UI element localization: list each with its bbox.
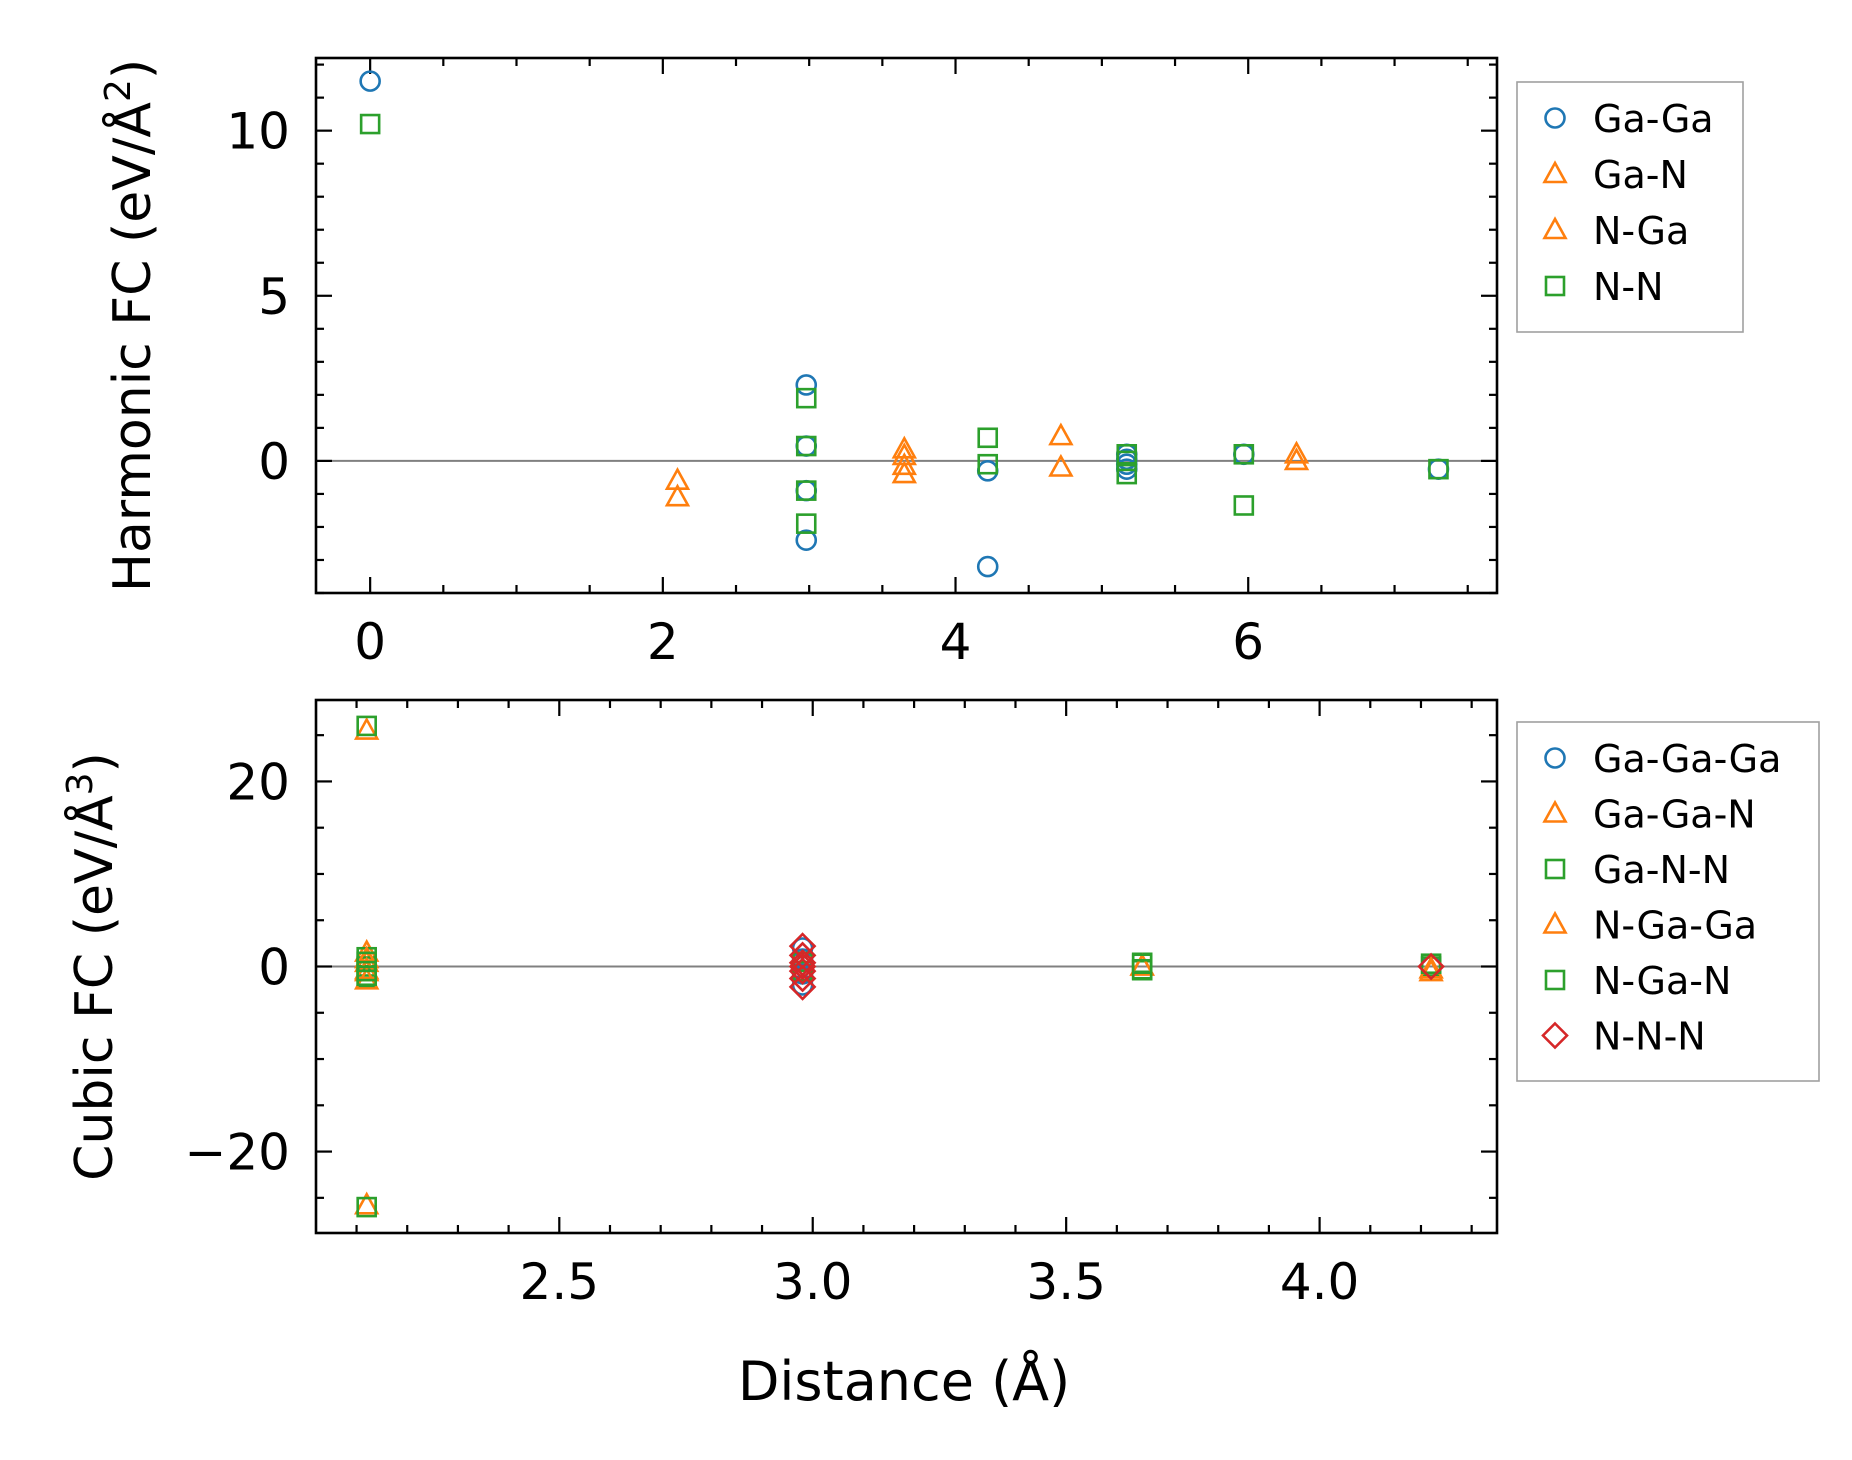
data-point — [795, 529, 818, 551]
legend-label: N-Ga — [1593, 209, 1689, 253]
data-point — [795, 513, 817, 534]
data-point — [788, 952, 817, 981]
x-axis-label: Distance (Å) — [738, 1349, 1070, 1413]
data-point — [356, 1196, 377, 1218]
legend-marker — [1542, 799, 1568, 823]
data-point — [1428, 458, 1449, 480]
y-tick-label: 0 — [258, 433, 290, 491]
y-tick-label: 5 — [258, 268, 290, 326]
data-point — [795, 435, 817, 457]
legend-label: Ga-Ga-Ga — [1593, 737, 1781, 781]
legend-marker — [1544, 969, 1566, 991]
axes-frame — [314, 698, 1499, 1235]
data-point — [353, 956, 380, 980]
legend: Ga-Ga Ga-N N-Ga N-N — [1516, 81, 1744, 333]
x-tick-label: 3.5 — [1026, 1253, 1106, 1311]
x-tick-label: 6 — [1232, 613, 1264, 671]
y-axis-label: Harmonic FC (eV/Å2) — [98, 59, 163, 592]
legend: Ga-Ga-Ga Ga-Ga-N Ga-N-N N-Ga-Ga N-Ga-N N-N-N — [1516, 721, 1820, 1082]
legend-label: N-N-N — [1593, 1015, 1706, 1059]
legend-label: N-Ga-N — [1593, 959, 1731, 1003]
data-point — [1131, 958, 1153, 980]
data-point — [359, 70, 381, 92]
legend-marker — [1541, 1021, 1569, 1050]
x-tick-label: 2 — [647, 613, 679, 671]
y-tick-label: −20 — [184, 1124, 290, 1182]
data-point — [976, 555, 999, 578]
legend-marker — [1544, 275, 1566, 297]
data-points — [359, 70, 1450, 578]
data-point — [353, 1191, 380, 1215]
legend-marker — [1544, 747, 1566, 769]
data-point — [795, 480, 817, 501]
data-point — [788, 973, 817, 1001]
legend-marker — [1542, 160, 1568, 184]
data-point — [1233, 495, 1255, 516]
legend-label: Ga-Ga-N — [1593, 793, 1756, 837]
legend-marker — [1544, 858, 1566, 880]
data-point — [977, 453, 999, 475]
data-point — [1417, 952, 1445, 981]
data-point — [1116, 450, 1138, 472]
y-tick-label: 10 — [226, 103, 290, 161]
data-point — [1116, 463, 1138, 485]
data-point — [353, 716, 380, 740]
x-tick-label: 0 — [354, 613, 386, 671]
data-point — [356, 715, 377, 737]
legend-marker — [1542, 910, 1568, 934]
legend-marker — [1544, 107, 1566, 129]
data-point — [977, 427, 999, 449]
data-point — [664, 483, 691, 507]
legend-box — [1516, 81, 1744, 333]
legend-label: Ga-N-N — [1593, 848, 1730, 892]
series-n-ga — [664, 442, 1310, 507]
harmonic-fc-panel: 0 2 4 6 0 5 10 Harmonic FC (eV/Å2) Ga-Ga Ga-N N-Ga… — [98, 56, 1744, 671]
data-point — [788, 957, 817, 985]
x-tick-label: 3.0 — [773, 1253, 853, 1311]
series-n-n-n — [788, 932, 1445, 1001]
data-point — [1048, 453, 1074, 477]
data-point — [1048, 422, 1074, 446]
axes-frame — [314, 56, 1499, 595]
legend-marker — [1542, 216, 1568, 240]
legend-label: N-N — [1593, 265, 1664, 309]
y-axis-label: Cubic FC (eV/Å3) — [60, 752, 125, 1181]
series-n-n — [359, 113, 1449, 534]
y-tick-label: 0 — [258, 939, 290, 997]
x-tick-label: 2.5 — [520, 1253, 600, 1311]
data-point — [795, 387, 817, 409]
data-point — [1283, 440, 1310, 464]
legend-box — [1516, 721, 1820, 1082]
data-point — [795, 374, 818, 396]
data-point — [1283, 447, 1310, 471]
y-tick-label: 20 — [226, 753, 290, 811]
data-point — [359, 113, 381, 135]
ticks — [316, 700, 1497, 1233]
legend-label: Ga-N — [1593, 153, 1688, 197]
x-tick-label: 4.0 — [1280, 1253, 1360, 1311]
data-point — [356, 965, 377, 987]
legend-label: N-Ga-Ga — [1593, 904, 1757, 948]
data-point — [891, 460, 918, 484]
data-point — [1129, 952, 1155, 976]
x-tick-label: 4 — [940, 613, 972, 671]
cubic-fc-panel: 2.5 3.0 3.5 4.0 −20 0 20 Cubic FC (eV/Å3) Ga-Ga-… — [60, 698, 1820, 1311]
data-point — [788, 964, 817, 993]
legend-label: Ga-Ga — [1593, 97, 1714, 141]
data-points — [353, 715, 1445, 1218]
data-point — [1233, 443, 1255, 465]
